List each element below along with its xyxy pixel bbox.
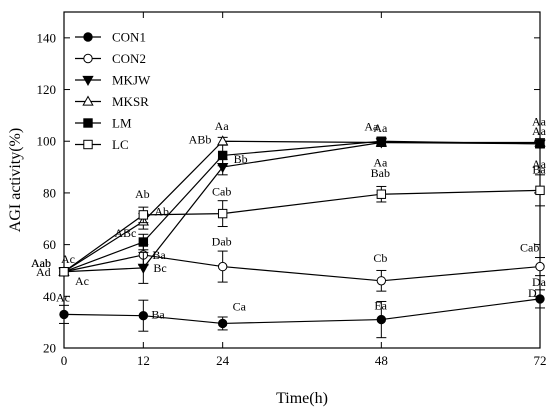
series-lc: [59, 174, 545, 277]
data-point: [59, 267, 69, 277]
significance-label: Cb: [373, 251, 387, 265]
data-point: [217, 208, 228, 219]
x-tick-label: 12: [137, 353, 150, 368]
significance-label: Ab: [154, 204, 169, 218]
legend-item-con2: CON2: [75, 51, 146, 66]
legend-item-lc: LC: [75, 137, 129, 152]
series-lm: [59, 136, 545, 277]
data-point: [535, 185, 545, 196]
significance-label: Ea: [374, 299, 387, 313]
legend-item-con1: CON1: [75, 30, 146, 45]
significance-label: Aa: [364, 120, 379, 134]
significance-label: Bb: [234, 152, 248, 166]
series-con1: [59, 289, 545, 339]
data-point: [376, 314, 387, 325]
data-point: [137, 263, 149, 274]
legend-label: CON1: [112, 30, 146, 45]
significance-label: D: [528, 286, 537, 300]
legend-label: MKJW: [112, 73, 151, 88]
data-point: [138, 237, 149, 247]
y-tick-label: 100: [37, 134, 57, 149]
legend-marker: [82, 75, 94, 87]
y-tick-label: 20: [43, 341, 56, 356]
significance-label: Ca: [233, 299, 247, 313]
data-point: [376, 136, 387, 146]
y-tick-label: 140: [37, 30, 57, 45]
data-point: [138, 210, 149, 220]
significance-label: Aa: [215, 119, 230, 133]
significance-label: Ac: [75, 274, 89, 288]
data-point: [217, 150, 228, 161]
axes: 20 40 60 80 100 120 140 0 12 24 48 72: [37, 11, 547, 368]
legend-item-mkjw: MKJW: [75, 73, 151, 88]
legend-marker: [83, 32, 93, 42]
x-tick-label: 72: [534, 353, 547, 368]
y-tick-label: 120: [37, 82, 57, 97]
data-point: [376, 276, 387, 286]
data-point: [59, 309, 69, 320]
legend: CON1 CON2 MKJW MKSR LM LC: [75, 30, 151, 152]
significance-label: Bc: [153, 261, 166, 275]
significance-label: Ba: [151, 308, 165, 322]
y-axis-title: AGI activity(%): [7, 128, 24, 232]
significance-label: Dab: [212, 235, 232, 249]
series-line: [63, 140, 540, 273]
significance-label: Cab: [212, 185, 231, 199]
series-line: [63, 141, 541, 273]
legend-item-lm: LM: [75, 116, 132, 131]
y-tick-label: 40: [43, 289, 56, 304]
y-tick-label: 60: [43, 237, 56, 252]
significance-label: Aab: [31, 256, 51, 270]
x-tick-label: 0: [61, 353, 68, 368]
significance-label: Aa: [373, 156, 388, 170]
legend-label: LM: [112, 116, 132, 131]
significance-label: Ab: [135, 187, 150, 201]
legend-marker: [83, 118, 93, 128]
significance-label: Aa: [532, 157, 547, 171]
legend-marker: [82, 95, 94, 106]
x-axis-title: Time(h): [276, 390, 328, 407]
data-point: [138, 310, 149, 321]
significance-label: Aab: [31, 256, 51, 270]
legend-marker: [83, 139, 93, 150]
data-point: [535, 294, 545, 304]
significance-label: Ac: [56, 290, 70, 304]
legend-label: LC: [112, 137, 129, 152]
series-group: [58, 135, 546, 339]
significance-label: Aa: [373, 121, 388, 135]
data-point: [535, 139, 545, 149]
x-tick-label: 48: [375, 353, 388, 368]
series-mkjw: [58, 138, 546, 284]
significance-label: Bab: [371, 166, 390, 180]
significance-label: Ac: [61, 252, 75, 266]
legend-item-mksr: MKSR: [75, 94, 149, 109]
data-point: [217, 318, 228, 329]
legend-label: CON2: [112, 51, 146, 66]
data-point: [217, 261, 228, 272]
significance-label: Cab: [520, 241, 539, 255]
data-point: [376, 189, 387, 199]
data-point: [535, 261, 545, 272]
significance-label: ABb: [189, 132, 212, 146]
significance-label: ABc: [114, 226, 136, 240]
x-tick-label: 24: [216, 353, 230, 368]
significance-label: Ad: [36, 265, 51, 279]
significance-label: Ba: [152, 248, 166, 262]
series-line: [63, 298, 541, 325]
series-mksr: [58, 135, 546, 277]
significance-label: Aa: [532, 124, 547, 138]
significance-label: Da: [532, 275, 547, 289]
legend-label: MKSR: [112, 94, 149, 109]
series-line: [63, 140, 541, 273]
significance-label: Aa: [532, 115, 547, 129]
y-tick-label: 80: [43, 185, 56, 200]
legend-marker: [83, 53, 93, 64]
significance-label: Ba: [532, 162, 546, 176]
